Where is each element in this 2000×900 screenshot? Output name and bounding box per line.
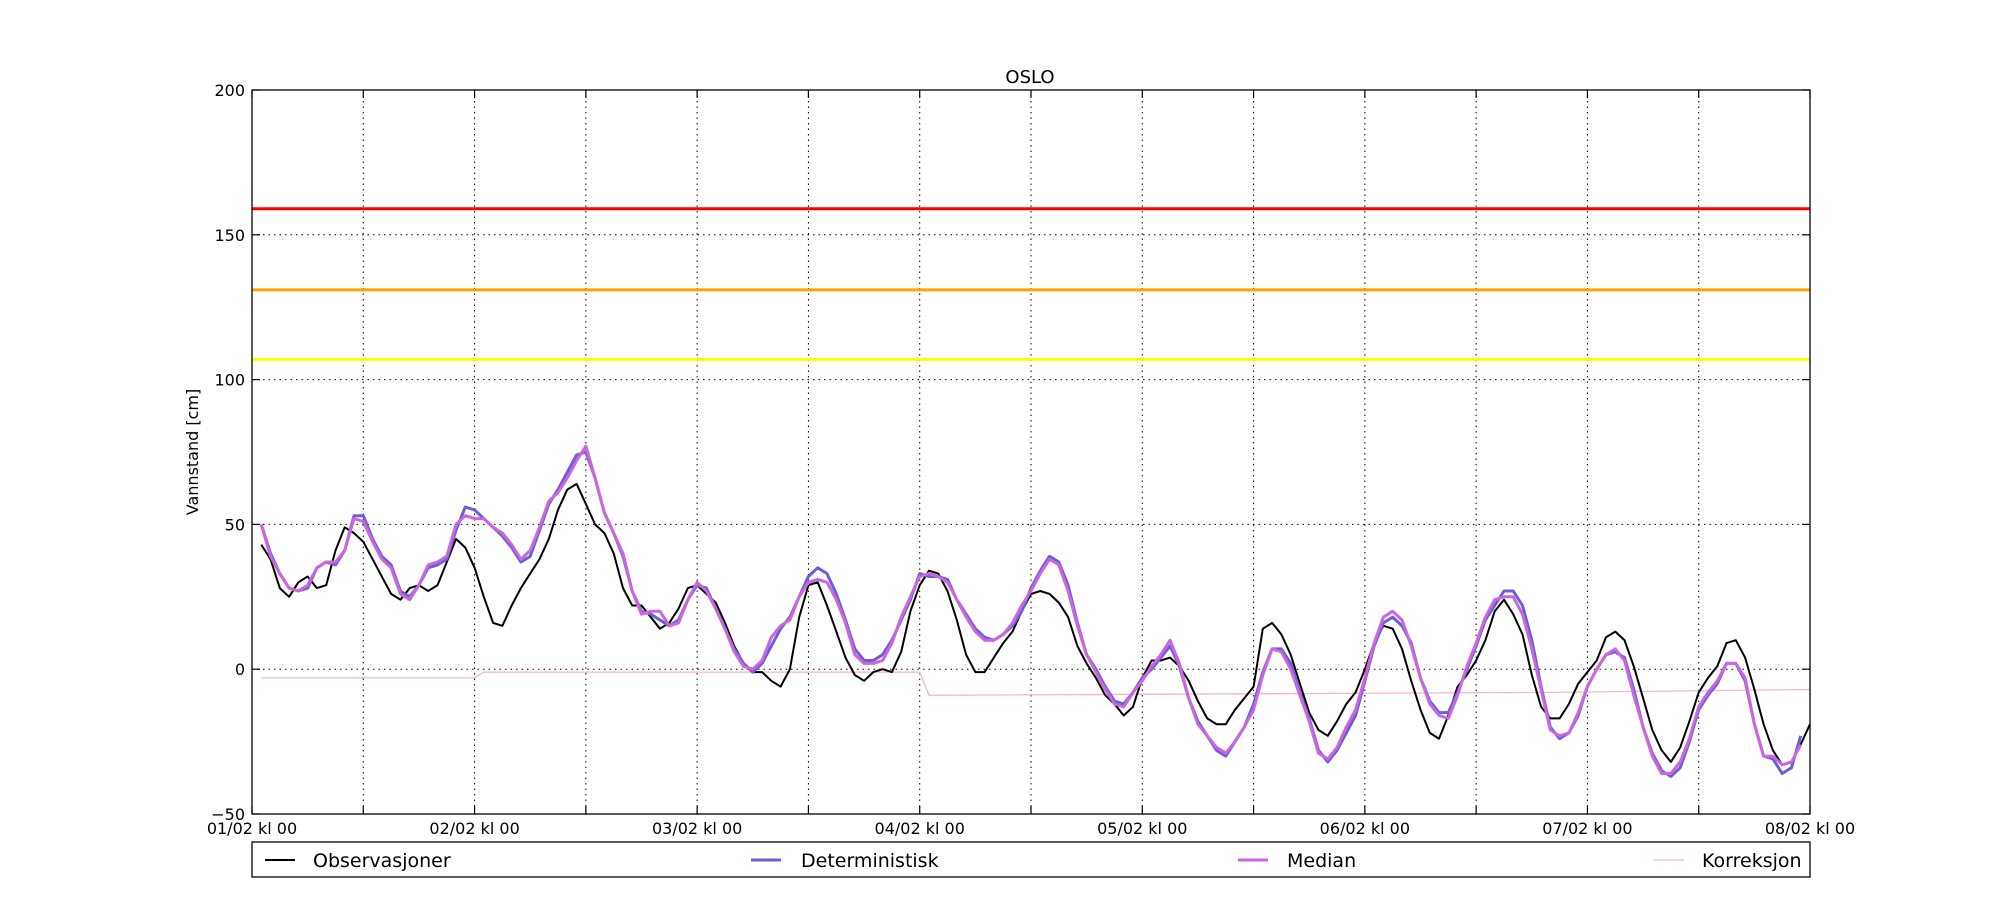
y-tick-label: −50 <box>211 805 245 824</box>
x-tick-label: 06/02 kl 00 <box>1320 819 1410 838</box>
legend-label-korreksjon: Korreksjon <box>1702 850 1802 872</box>
legend: Observasjoner Deterministisk Median Korreks… <box>251 841 1811 878</box>
grid <box>252 90 1810 814</box>
y-axis-label: Vannstand [cm] <box>183 389 202 515</box>
axis-ticks: 01/02 kl 00 02/02 kl 00 03/02 kl 00 04/02 k… <box>207 81 1855 838</box>
series-lines <box>259 444 1811 778</box>
series-line-korreksjon <box>261 671 1811 696</box>
x-tick-label: 02/02 kl 00 <box>429 819 519 838</box>
series-line-median <box>259 444 1803 775</box>
x-tick-label: 08/02 kl 00 <box>1765 819 1855 838</box>
y-tick-label: 0 <box>235 660 245 679</box>
chart-title: OSLO <box>1005 67 1054 88</box>
legend-label-observasjoner: Observasjoner <box>313 850 451 872</box>
legend-frame <box>251 841 1811 878</box>
x-tick-label: 01/02 kl 00 <box>207 819 297 838</box>
x-tick-label: 07/02 kl 00 <box>1542 819 1632 838</box>
series-line-observasjoner <box>260 482 1811 766</box>
legend-label-median: Median <box>1287 850 1356 872</box>
y-tick-label: 100 <box>214 371 245 390</box>
x-tick-label: 05/02 kl 00 <box>1097 819 1187 838</box>
y-tick-label: 50 <box>225 515 245 534</box>
y-tick-label: 150 <box>214 226 245 245</box>
legend-label-deterministisk: Deterministisk <box>801 850 939 872</box>
x-tick-label: 03/02 kl 00 <box>652 819 742 838</box>
x-tick-label: 04/02 kl 00 <box>875 819 965 838</box>
y-tick-label: 200 <box>214 81 245 100</box>
threshold-lines <box>252 207 1810 361</box>
